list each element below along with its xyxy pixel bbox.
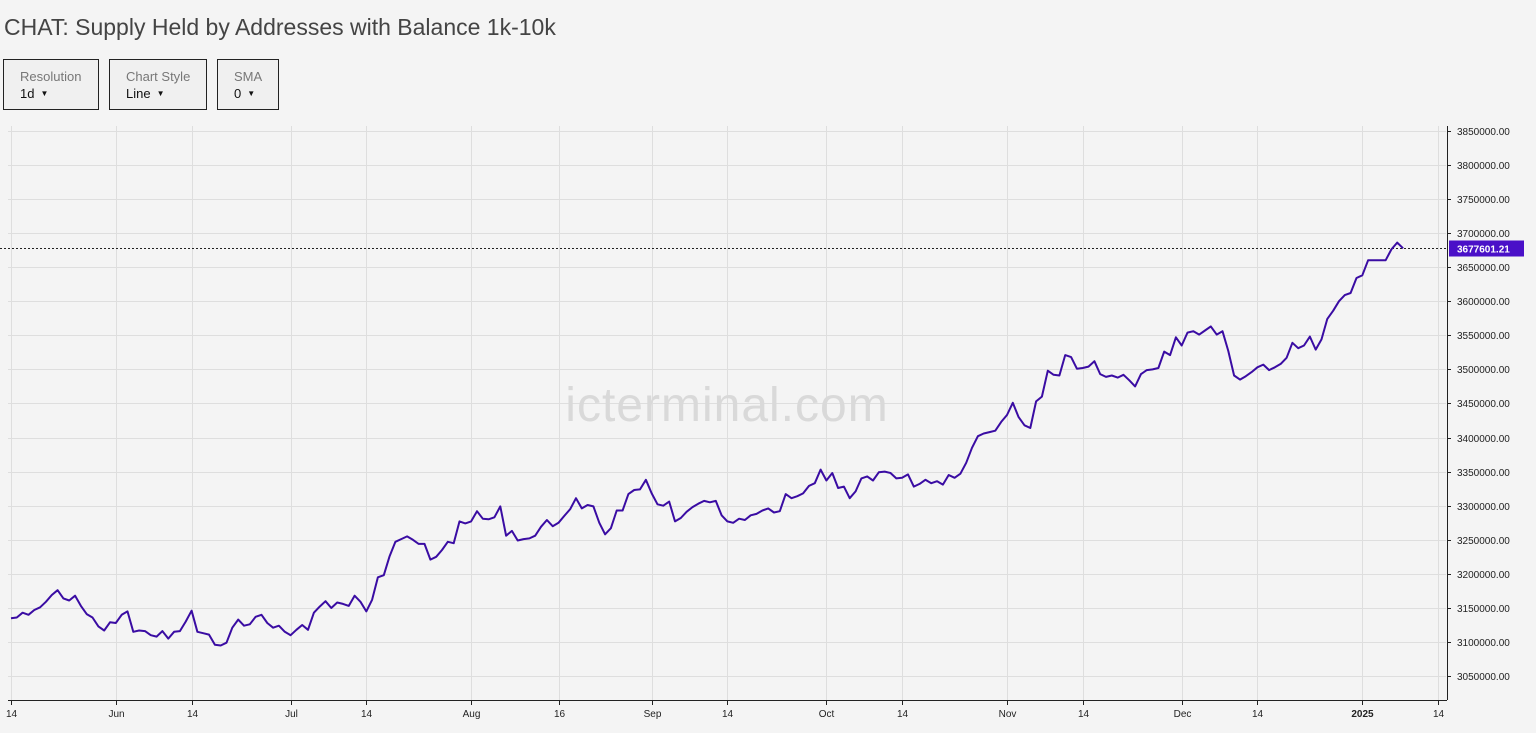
- resolution-label: Resolution: [20, 69, 82, 84]
- x-tick-label: Nov: [999, 709, 1017, 720]
- x-tick-label: Jun: [108, 709, 124, 720]
- x-tick-label: Sep: [644, 709, 662, 720]
- y-tick-label: 3350000.00: [1457, 468, 1510, 479]
- sma-value: 0: [234, 86, 242, 101]
- watermark: icterminal.com: [565, 379, 888, 432]
- x-tick-label: 2025: [1351, 709, 1374, 720]
- x-axis-ticks: 14 Jun 14 Jul 14 Aug 16 Sep 14 Oct 14 Nov 14 Dec 14 202…: [6, 700, 1445, 720]
- y-tick-label: 3400000.00: [1457, 434, 1510, 445]
- y-tick-label: 3050000.00: [1457, 672, 1510, 683]
- x-tick-label: Dec: [1174, 709, 1192, 720]
- resolution-value: 1d: [20, 86, 35, 101]
- y-tick-label: 3100000.00: [1457, 638, 1510, 649]
- chart-style-dropdown[interactable]: Chart Style Line ▼: [109, 59, 207, 110]
- sma-label: SMA: [234, 69, 263, 84]
- chart-grid: [8, 126, 1446, 700]
- y-tick-label: 3150000.00: [1457, 604, 1510, 615]
- series-group: [10, 241, 1404, 647]
- chart-title: CHAT: Supply Held by Addresses with Bala…: [4, 14, 556, 40]
- chart-style-label: Chart Style: [126, 69, 191, 84]
- caret-down-icon: ▼: [156, 89, 165, 98]
- x-tick-label: Aug: [463, 709, 481, 720]
- y-tick-label: 3650000.00: [1457, 263, 1510, 274]
- sma-dropdown[interactable]: SMA 0 ▼: [217, 59, 279, 110]
- y-tick-label: 3700000.00: [1457, 229, 1510, 240]
- x-tick-label: Jul: [285, 709, 298, 720]
- x-tick-label: 14: [722, 709, 734, 720]
- x-tick-label: 16: [554, 709, 566, 720]
- x-tick-label: 14: [187, 709, 199, 720]
- x-tick-label: 14: [1252, 709, 1264, 720]
- y-tick-label: 3450000.00: [1457, 399, 1510, 410]
- chart-style-value: Line: [126, 86, 151, 101]
- x-tick-label: 14: [897, 709, 909, 720]
- y-tick-label: 3850000.00: [1457, 127, 1510, 138]
- x-tick-label: 14: [1078, 709, 1090, 720]
- y-axis-ticks: 3050000.00 3100000.00 3150000.00 3200000.00…: [1447, 127, 1510, 683]
- y-tick-label: 3600000.00: [1457, 297, 1510, 308]
- last-value-label: 3677601.21: [1457, 245, 1510, 256]
- caret-down-icon: ▼: [247, 89, 256, 98]
- x-tick-label: 14: [6, 709, 18, 720]
- y-tick-label: 3500000.00: [1457, 365, 1510, 376]
- y-tick-label: 3750000.00: [1457, 195, 1510, 206]
- resolution-dropdown[interactable]: Resolution 1d ▼: [3, 59, 99, 110]
- y-tick-label: 3300000.00: [1457, 502, 1510, 513]
- series-line: [10, 241, 1404, 647]
- caret-down-icon: ▼: [40, 89, 49, 98]
- y-tick-label: 3200000.00: [1457, 570, 1510, 581]
- y-tick-label: 3550000.00: [1457, 331, 1510, 342]
- x-tick-label: 14: [361, 709, 373, 720]
- x-tick-label: 14: [1433, 709, 1445, 720]
- x-tick-label: Oct: [819, 709, 835, 720]
- y-tick-label: 3800000.00: [1457, 161, 1510, 172]
- y-tick-label: 3250000.00: [1457, 536, 1510, 547]
- last-value-badge: 3677601.21: [1449, 240, 1524, 257]
- last-value-badge-bg: [1449, 240, 1524, 257]
- chart-controls: Resolution 1d ▼ Chart Style Line ▼ SMA 0 ▼: [3, 59, 279, 110]
